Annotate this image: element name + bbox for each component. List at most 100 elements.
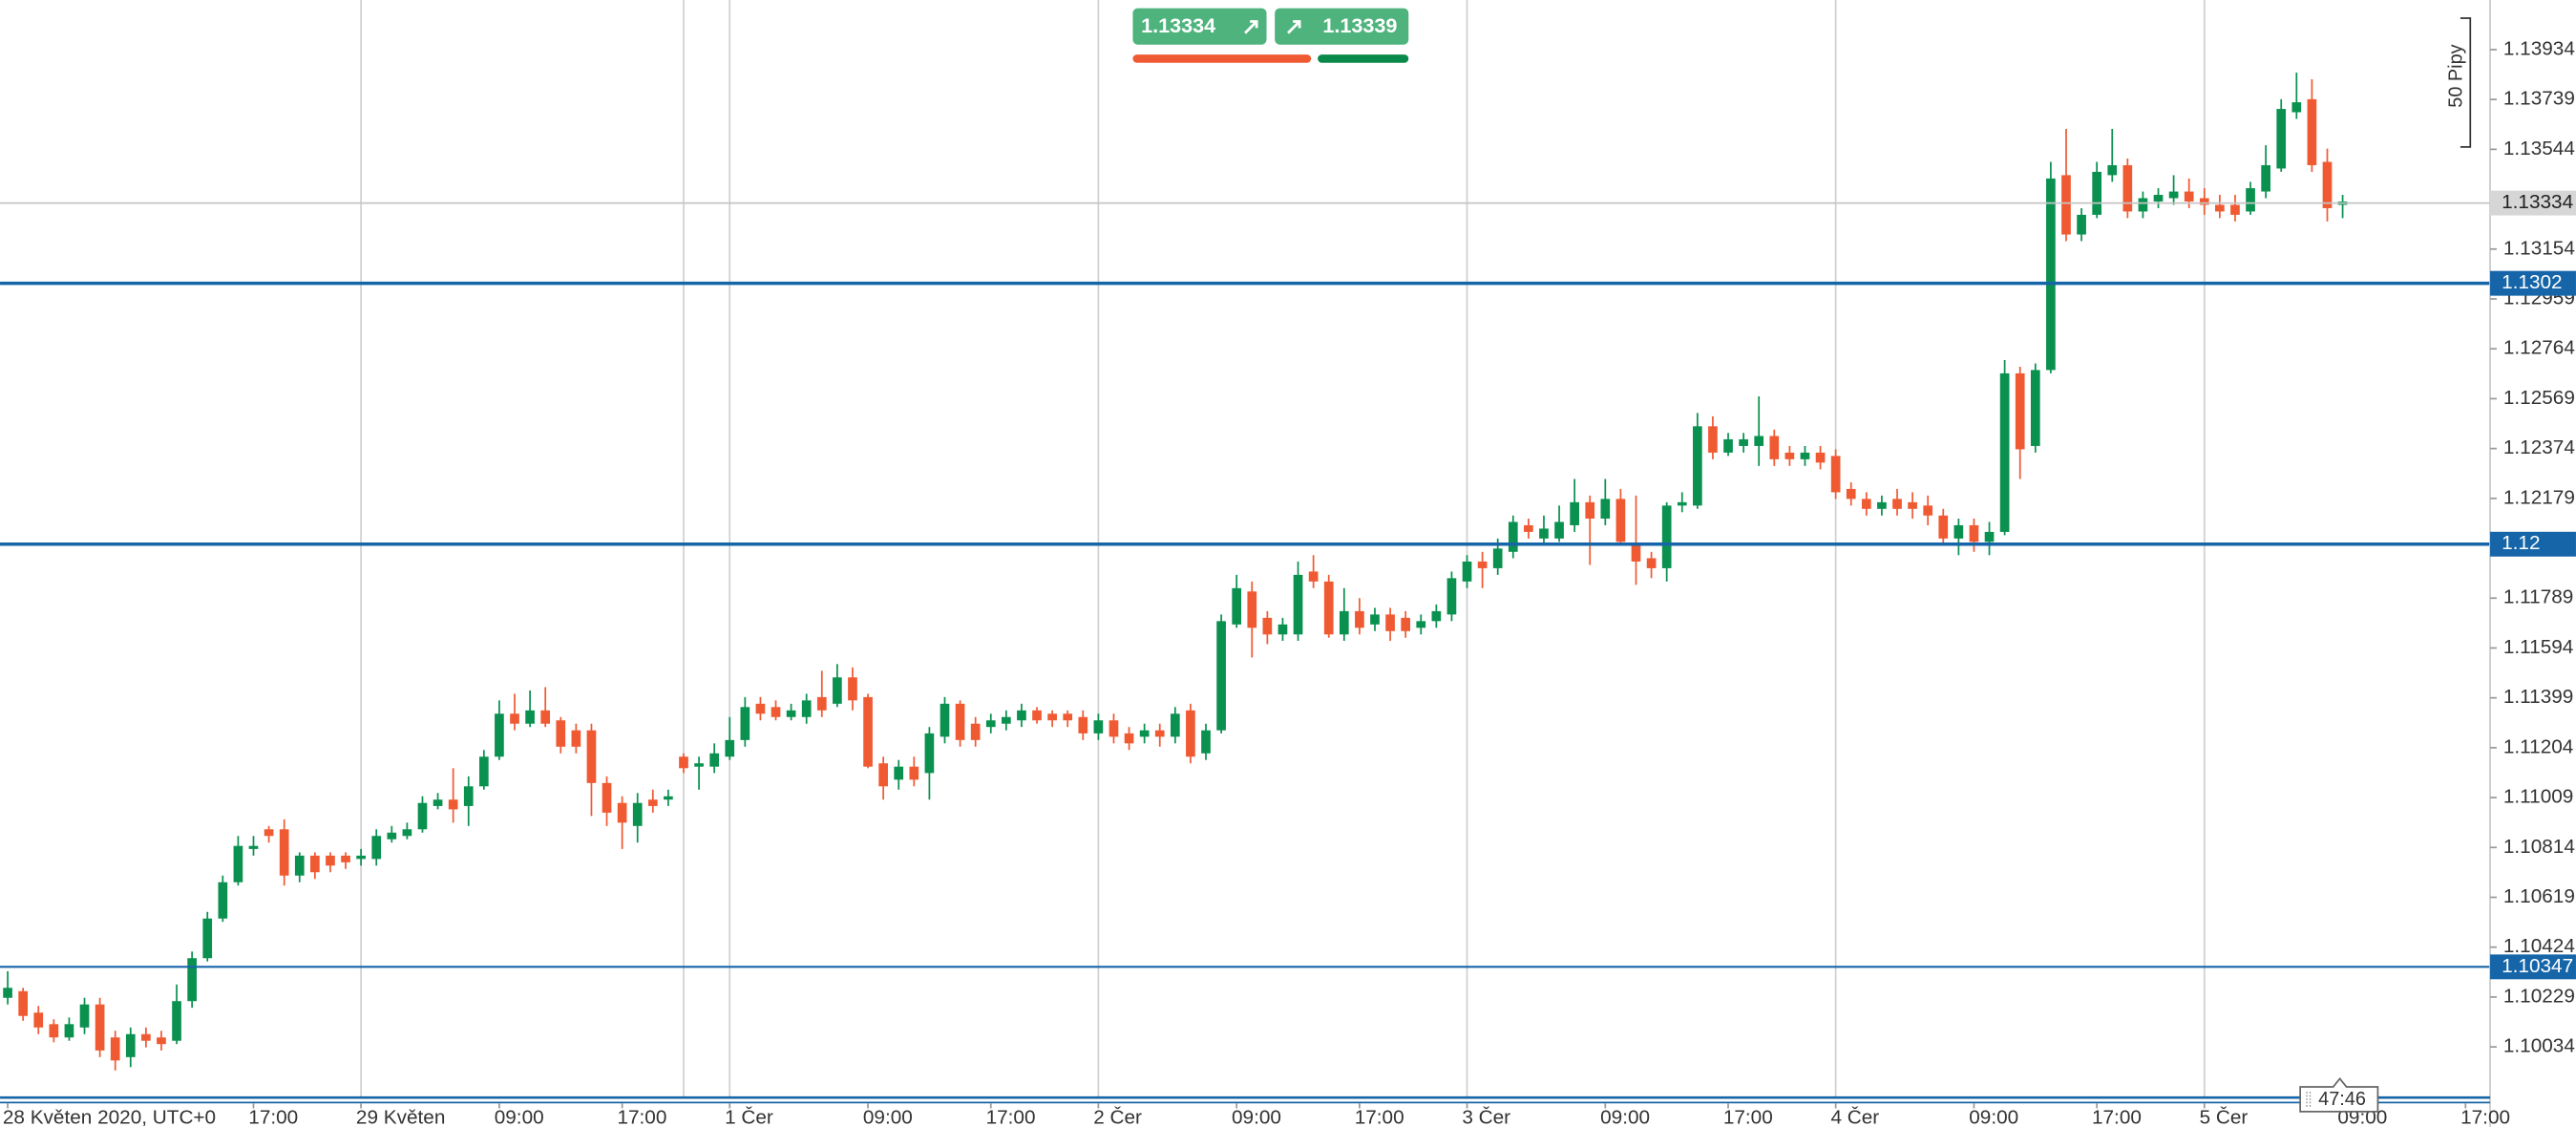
buy-price[interactable]: 1.13339 xyxy=(1322,13,1397,37)
price-level-box xyxy=(2490,531,2576,557)
candle-body xyxy=(1124,733,1134,744)
candle-body xyxy=(448,799,458,810)
candle-body xyxy=(740,707,750,740)
buy-arrow-icon xyxy=(1287,20,1301,34)
x-tick-label: 09:00 xyxy=(1600,1106,1650,1127)
y-tick-label: 1.11204 xyxy=(2503,735,2573,757)
candle-body xyxy=(894,766,904,780)
candle-body xyxy=(647,799,658,806)
candle-body xyxy=(2077,214,2086,235)
y-tick-label: 1.13934 xyxy=(2503,37,2575,59)
x-tick-label: 29 Květen xyxy=(356,1106,445,1127)
candle-body xyxy=(1585,501,1595,519)
candle-body xyxy=(1154,730,1165,737)
price-level-box xyxy=(2490,270,2576,296)
grid-layer xyxy=(360,0,2206,1097)
candle-body xyxy=(187,958,197,1002)
candle-body xyxy=(679,756,688,769)
x-tick-label: 17:00 xyxy=(2092,1106,2142,1127)
candle-body xyxy=(1908,501,1917,509)
candle-body xyxy=(2046,178,2056,371)
y-tick-label: 1.13154 xyxy=(2503,237,2575,259)
candle-body xyxy=(1815,452,1826,463)
x-tick-label: 17:00 xyxy=(986,1106,1036,1127)
candle-body xyxy=(1508,521,1518,552)
y-tick-label: 1.10034 xyxy=(2503,1035,2575,1057)
candle-body xyxy=(1247,591,1257,628)
candle-body xyxy=(1631,544,1641,562)
y-tick-label: 1.12569 xyxy=(2503,387,2575,409)
candle-body xyxy=(326,855,335,866)
candle-body xyxy=(1401,617,1411,631)
candle-body xyxy=(955,703,965,740)
sell-price[interactable]: 1.13334 xyxy=(1141,13,1215,37)
candle-body xyxy=(571,730,581,747)
candle-body xyxy=(2246,188,2255,212)
buy-sentiment-bar xyxy=(1318,54,1409,63)
price-level-box xyxy=(2490,954,2576,980)
y-tick-label: 1.11399 xyxy=(2503,686,2573,708)
candle-body xyxy=(1047,713,1057,721)
candle-body xyxy=(279,829,289,876)
timer: 47:46 xyxy=(2299,1076,2379,1113)
candle-body xyxy=(1370,614,1380,625)
candle-body xyxy=(218,882,228,919)
x-tick-label: 2 Čer xyxy=(1093,1106,1142,1127)
buy-button[interactable] xyxy=(1275,8,1409,45)
candle-body xyxy=(940,703,950,737)
candle-body xyxy=(1677,501,1687,506)
candle-body xyxy=(1002,716,1011,724)
candle-body xyxy=(1232,587,1242,625)
candle-body xyxy=(172,1001,181,1041)
candle-body xyxy=(3,988,12,998)
y-tick-label: 1.10229 xyxy=(2503,985,2575,1007)
candle-body xyxy=(64,1024,74,1038)
candle-body xyxy=(1615,499,1626,542)
candle-body xyxy=(863,696,873,767)
candle-body xyxy=(556,720,566,747)
candle-body xyxy=(356,855,366,860)
candle-body xyxy=(1446,578,1457,615)
sell-button[interactable] xyxy=(1132,8,1267,45)
y-tick-label: 1.12179 xyxy=(2503,486,2575,508)
candle-body xyxy=(525,710,535,724)
candle-body xyxy=(125,1033,136,1057)
candle-body xyxy=(1693,426,1702,506)
candle-body xyxy=(1600,499,1611,519)
candle-body xyxy=(2215,204,2225,212)
candle-body xyxy=(18,990,29,1016)
candle-body xyxy=(2261,164,2270,192)
candle-body xyxy=(985,720,996,728)
candle-body xyxy=(2138,198,2148,212)
candle-body xyxy=(786,710,796,717)
candle-body xyxy=(2061,175,2071,235)
candle-body xyxy=(1892,499,1902,509)
x-tick-label: 09:00 xyxy=(863,1106,913,1127)
y-tick-label: 1.13544 xyxy=(2503,138,2575,159)
candle-body xyxy=(2184,191,2194,202)
candle-body xyxy=(1308,571,1319,582)
candle-body xyxy=(1524,524,1533,532)
candle-body xyxy=(1277,624,1288,635)
candle-body xyxy=(1723,438,1733,453)
candle-body xyxy=(1877,501,1887,509)
candle-body xyxy=(1846,488,1856,500)
ruler-bracket xyxy=(2460,17,2472,148)
y-tick-label: 1.10814 xyxy=(2503,836,2575,858)
candle-body xyxy=(2122,164,2133,212)
candle-body xyxy=(2153,195,2164,202)
candle-body xyxy=(1078,716,1088,734)
y-tick-label: 1.12374 xyxy=(2503,436,2575,458)
candle-body xyxy=(1539,528,1549,539)
candle-body xyxy=(755,703,766,714)
y-tick-label: 1.10619 xyxy=(2503,885,2575,907)
candle-body xyxy=(2030,370,2040,446)
timer-grip xyxy=(2306,1092,2312,1107)
x-tick-label: 09:00 xyxy=(1969,1106,2018,1127)
candle-body xyxy=(1492,548,1503,568)
candle-body xyxy=(664,796,673,800)
candle-body xyxy=(233,845,243,882)
candle-body xyxy=(725,739,735,757)
candle-body xyxy=(49,1024,59,1038)
